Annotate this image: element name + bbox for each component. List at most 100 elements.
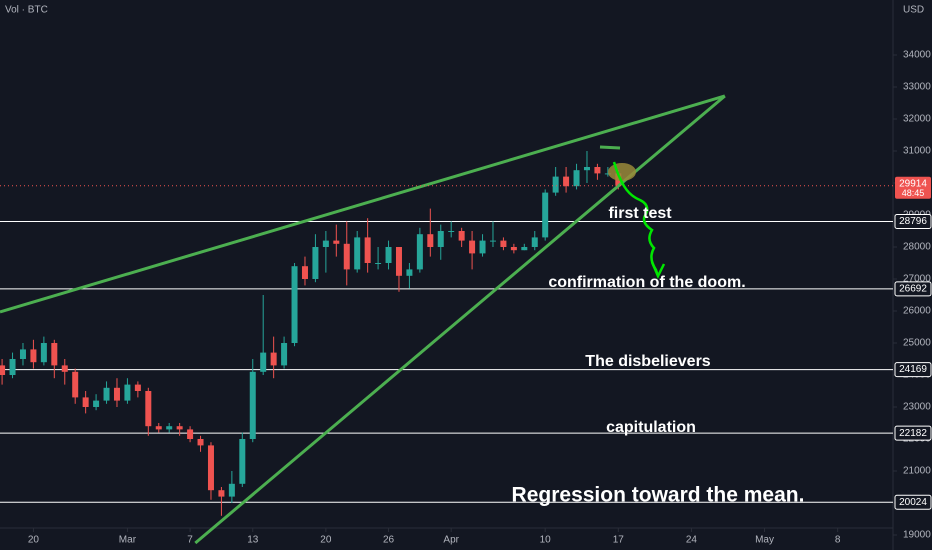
candle-body (322, 240, 329, 247)
projection-path (612, 161, 660, 277)
y-tick-label: 19000 (903, 530, 931, 541)
candle-body (228, 483, 235, 497)
candle-body (395, 247, 402, 276)
candle-body (489, 240, 496, 242)
candle-body (521, 247, 528, 251)
candle-body (427, 234, 434, 247)
candle-body (333, 240, 340, 244)
y-tick-label: 23000 (903, 402, 931, 413)
annotation: capitulation (606, 419, 696, 436)
x-tick-label: 8 (835, 535, 841, 546)
trendline (194, 94, 726, 545)
countdown: 48:45 (902, 188, 925, 198)
plot: 1900020000210002200023000240002500026000… (0, 50, 931, 546)
candle-body (552, 176, 559, 193)
annotation: The disbelievers (585, 353, 710, 370)
x-tick-label: 20 (320, 535, 332, 546)
candle-body (134, 384, 141, 391)
marker-oval (608, 163, 636, 181)
candle-body (375, 263, 382, 264)
candle-body (531, 237, 538, 247)
candle-body (72, 371, 79, 398)
y-unit: USD (903, 5, 924, 16)
x-tick-label: 10 (540, 535, 552, 546)
x-tick-label: Apr (443, 535, 459, 546)
y-tick-label: 26000 (903, 306, 931, 317)
candle-body (385, 247, 392, 263)
candle-body (113, 387, 120, 401)
candle-body (82, 397, 89, 407)
annotation: Regression toward the mean. (512, 484, 805, 507)
annotation: confirmation of the doom. (548, 274, 745, 291)
x-tick-label: 26 (383, 535, 395, 546)
y-tick-label: 34000 (903, 50, 931, 61)
candle-body (500, 240, 507, 247)
level-tag (894, 281, 932, 297)
level-tag (894, 362, 932, 378)
level-tag-label: 28796 (899, 216, 927, 227)
x-tick-label: 17 (613, 535, 625, 546)
price-tag-label: 29914 (899, 178, 927, 189)
x-tick-label: May (755, 535, 774, 546)
y-tick-label: 21000 (903, 466, 931, 477)
trendline (0, 94, 726, 314)
candle-body (479, 240, 486, 254)
candle-body (93, 400, 100, 407)
y-tick-label: 31000 (903, 146, 931, 157)
doodle (599, 145, 621, 150)
candle-body (40, 343, 47, 363)
candle-body (166, 426, 173, 430)
candle-body (155, 426, 162, 430)
candle-body (448, 231, 455, 232)
x-tick-label: 20 (28, 535, 40, 546)
candle-body (145, 391, 152, 427)
candle-body (270, 352, 277, 366)
candle-body (239, 439, 246, 484)
candle-body (197, 439, 204, 446)
candle-body (458, 231, 465, 241)
candle-body (354, 237, 361, 270)
level-tag (894, 214, 932, 230)
projection-arrow (650, 261, 666, 279)
candle-body (218, 490, 225, 497)
candle-body (573, 170, 580, 187)
candle-body (604, 173, 611, 175)
annotation: first test (608, 205, 672, 222)
candle-body (9, 359, 16, 375)
volume-label: Vol · BTC (5, 5, 48, 16)
candle-body (187, 429, 194, 439)
y-tick-label: 32000 (903, 114, 931, 125)
y-tick-label: 25000 (903, 338, 931, 349)
candle-body (301, 266, 308, 279)
candle-body (563, 176, 570, 187)
level-tag-label: 26692 (899, 283, 927, 294)
candle-body (343, 243, 350, 270)
candle-body (207, 445, 214, 491)
y-tick-label: 33000 (903, 82, 931, 93)
candle-body (61, 365, 68, 372)
candle-body (469, 240, 476, 254)
candle-body (510, 247, 517, 251)
x-tick-label: Mar (119, 535, 137, 546)
level-tag (894, 494, 932, 510)
candle-body (0, 365, 6, 375)
candle-body (260, 352, 267, 372)
candle-body (437, 231, 444, 247)
x-tick-label: 13 (247, 535, 259, 546)
candle-body (583, 167, 590, 171)
candle-body (416, 234, 423, 270)
level-tag-label: 20024 (899, 497, 927, 508)
x-tick-label: 7 (187, 535, 193, 546)
candle-body (249, 371, 256, 439)
candle-body (406, 269, 413, 276)
candle-body (19, 349, 26, 359)
candle-body (124, 384, 131, 401)
price-tag (895, 176, 931, 199)
y-tick-label: 28000 (903, 242, 931, 253)
candle-body (51, 343, 58, 366)
level-tag-label: 22182 (899, 428, 927, 439)
candle-body (281, 343, 288, 366)
